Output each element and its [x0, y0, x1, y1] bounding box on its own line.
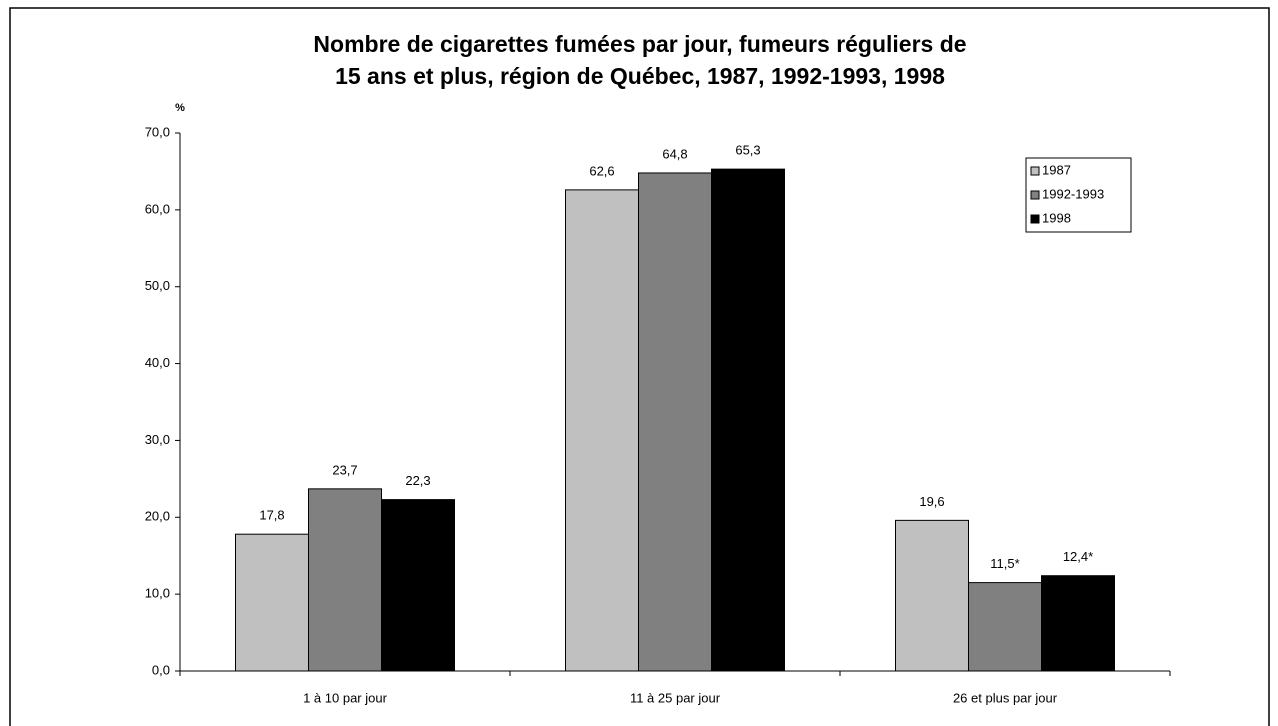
legend-swatch	[1030, 190, 1040, 200]
legend-label: 1992-1993	[1042, 186, 1104, 201]
bar	[308, 488, 382, 672]
value-label: 22,3	[405, 473, 430, 488]
y-tick-label: 0,0	[152, 662, 170, 677]
bar	[711, 168, 785, 672]
value-label: 19,6	[919, 494, 944, 509]
value-label: 62,6	[589, 163, 614, 178]
x-tick-label: 26 et plus par jour	[953, 690, 1058, 705]
y-tick-label: 60,0	[145, 201, 170, 216]
legend-label: 1998	[1042, 210, 1071, 225]
y-tick-label: 10,0	[145, 586, 170, 601]
bar	[565, 189, 639, 672]
chart-title: 15 ans et plus, région de Québec, 1987, …	[335, 63, 945, 89]
y-tick-label: 70,0	[145, 124, 170, 139]
value-label: 23,7	[332, 462, 357, 477]
bar	[1041, 575, 1115, 672]
value-label: 64,8	[662, 146, 687, 161]
bar	[638, 172, 712, 672]
y-tick-label: 50,0	[145, 278, 170, 293]
value-label: 11,5*	[990, 556, 1019, 571]
value-label: 12,4*	[1063, 549, 1093, 564]
y-tick-label: 20,0	[145, 509, 170, 524]
value-label: 17,8	[259, 508, 284, 523]
y-axis-label: %	[175, 102, 185, 114]
bar	[895, 519, 969, 672]
bar	[381, 499, 455, 672]
y-tick-label: 40,0	[145, 355, 170, 370]
value-label: 65,3	[735, 143, 760, 158]
y-tick-label: 30,0	[145, 432, 170, 447]
legend-box	[1025, 157, 1132, 233]
x-tick-label: 11 à 25 par jour	[630, 690, 721, 705]
bar	[968, 582, 1042, 672]
bar	[235, 533, 309, 672]
x-tick-label: 1 à 10 par jour	[303, 690, 388, 705]
legend-label: 1987	[1042, 162, 1071, 177]
legend-swatch	[1030, 166, 1040, 176]
chart-title: Nombre de cigarettes fumées par jour, fu…	[313, 31, 966, 57]
legend-swatch	[1030, 214, 1040, 224]
